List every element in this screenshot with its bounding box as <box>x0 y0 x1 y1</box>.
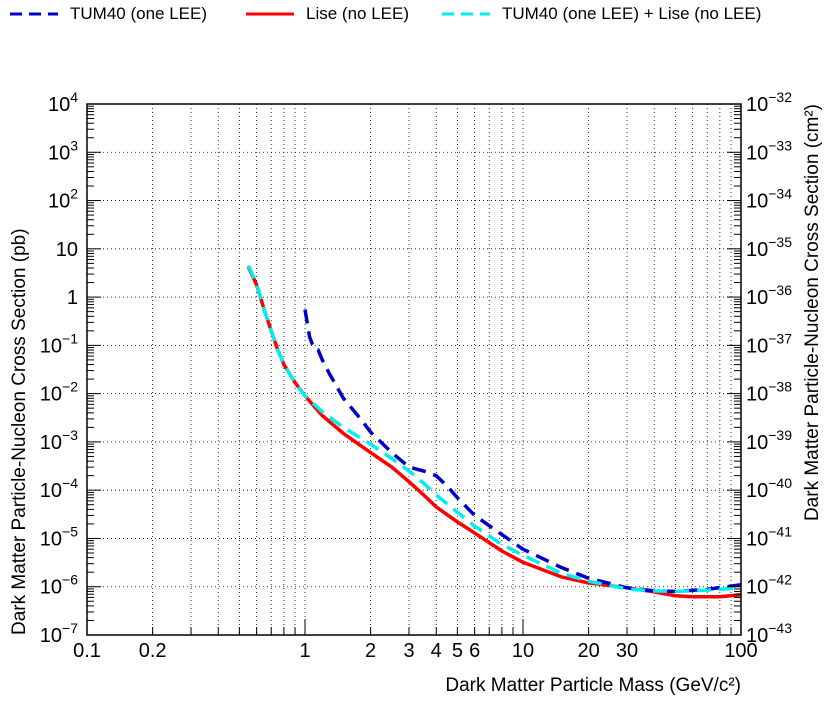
y-tick-label-left: 104 <box>48 89 78 116</box>
grid <box>87 104 741 635</box>
x-axis-title: Dark Matter Particle Mass (GeV/c²) <box>445 675 741 696</box>
y-tick-label-left: 10−7 <box>40 620 78 647</box>
y-tick-label-right: 10−43 <box>746 620 792 647</box>
x-tick-label: 2 <box>365 640 376 662</box>
x-tick-label: 0.2 <box>139 640 167 662</box>
axis-ticks <box>86 103 741 636</box>
y-tick-label-right: 10−36 <box>746 282 792 309</box>
series-line-0 <box>246 266 742 599</box>
y-tick-label-left: 10−5 <box>40 523 78 550</box>
y-tick-label-right: 10−34 <box>746 186 792 213</box>
x-tick-label: 0.1 <box>73 640 101 662</box>
y-tick-label-left: 102 <box>48 186 78 213</box>
y-tick-label-left: 1 <box>67 287 78 309</box>
x-tick-label: 3 <box>403 640 414 662</box>
legend-label-combined: TUM40 (one LEE) + Lise (no LEE) <box>502 4 762 23</box>
legend-item-combined: TUM40 (one LEE) + Lise (no LEE) <box>440 3 761 25</box>
y-tick-label-left: 10−1 <box>40 330 78 357</box>
x-tick-label: 20 <box>577 640 599 662</box>
x-tick-label: 5 <box>452 640 463 662</box>
y-tick-label-right: 10−40 <box>746 475 792 502</box>
legend-label-lise: Lise (no LEE) <box>306 4 409 23</box>
series-line-1 <box>303 309 742 594</box>
y-tick-label-right: 10−37 <box>746 330 792 357</box>
y-tick-label-left: 10−3 <box>40 427 78 454</box>
y-tick-label-right: 10−39 <box>746 427 792 454</box>
legend-label-tum40: TUM40 (one LEE) <box>70 4 207 23</box>
y-axis-title-left: Dark Matter Particle-Nucleon Cross Secti… <box>9 228 30 635</box>
axis-tick-labels: 0.1 0.2 1 2 3 4 5 6 10 20 30 100 10−7 10−6 10−5 10−4 10−… <box>40 89 792 662</box>
legend-swatch-tum40 <box>10 12 58 16</box>
y-tick-label-left: 10−2 <box>40 379 78 406</box>
y-tick-label-left: 10−6 <box>40 572 78 599</box>
y-tick-label-right: 10−41 <box>746 523 792 550</box>
series-line-2 <box>246 264 742 594</box>
x-tick-label: 30 <box>616 640 638 662</box>
x-tick-label: 4 <box>431 640 442 662</box>
x-tick-label: 1 <box>299 640 310 662</box>
series-layer <box>246 264 742 599</box>
y-tick-label-right: 10−38 <box>746 379 792 406</box>
legend-item-lise: Lise (no LEE) <box>244 3 409 25</box>
legend-swatch-combined <box>442 12 490 16</box>
x-tick-label: 10 <box>512 640 534 662</box>
legend-swatch-lise <box>246 12 294 16</box>
x-tick-label: 6 <box>469 640 480 662</box>
plot-frame <box>86 103 742 636</box>
legend-item-tum40: TUM40 (one LEE) <box>8 3 207 25</box>
y-tick-label-left: 10−4 <box>40 475 78 502</box>
y-axis-title-right: Dark Matter Particle-Nucleon Cross Secti… <box>802 104 823 521</box>
y-tick-label-left: 103 <box>48 137 78 164</box>
y-tick-label-right: 10−42 <box>746 572 792 599</box>
y-tick-label-left: 10 <box>56 239 78 261</box>
y-tick-label-right: 10−33 <box>746 137 792 164</box>
y-tick-label-right: 10−32 <box>746 89 792 116</box>
y-tick-label-right: 10−35 <box>746 234 792 261</box>
x-tick-label: 100 <box>724 640 757 662</box>
